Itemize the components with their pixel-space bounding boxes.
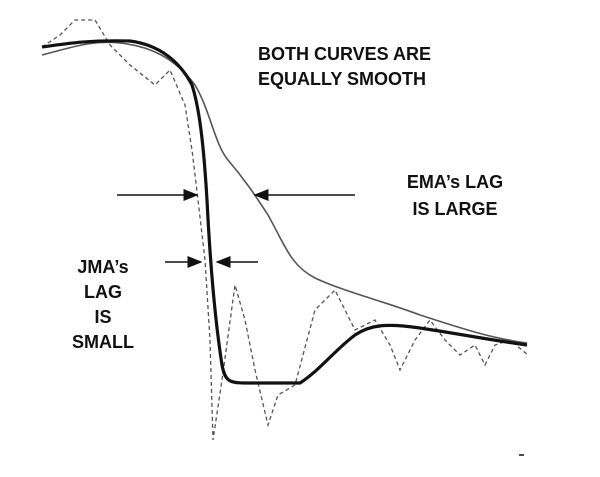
smoothness-note: BOTH CURVES ARE (258, 44, 431, 64)
jma-note: IS (94, 307, 111, 327)
jma-note: JMA’s (77, 257, 128, 277)
price-curve (41, 19, 529, 441)
jma-curve (41, 39, 528, 385)
ema-note: EMA’s LAG (407, 172, 503, 192)
jma-note: LAG (84, 282, 122, 302)
smoothness-note: EQUALLY SMOOTH (258, 69, 426, 89)
jma-note: SMALL (72, 332, 134, 352)
ema-note: IS LARGE (412, 199, 497, 219)
